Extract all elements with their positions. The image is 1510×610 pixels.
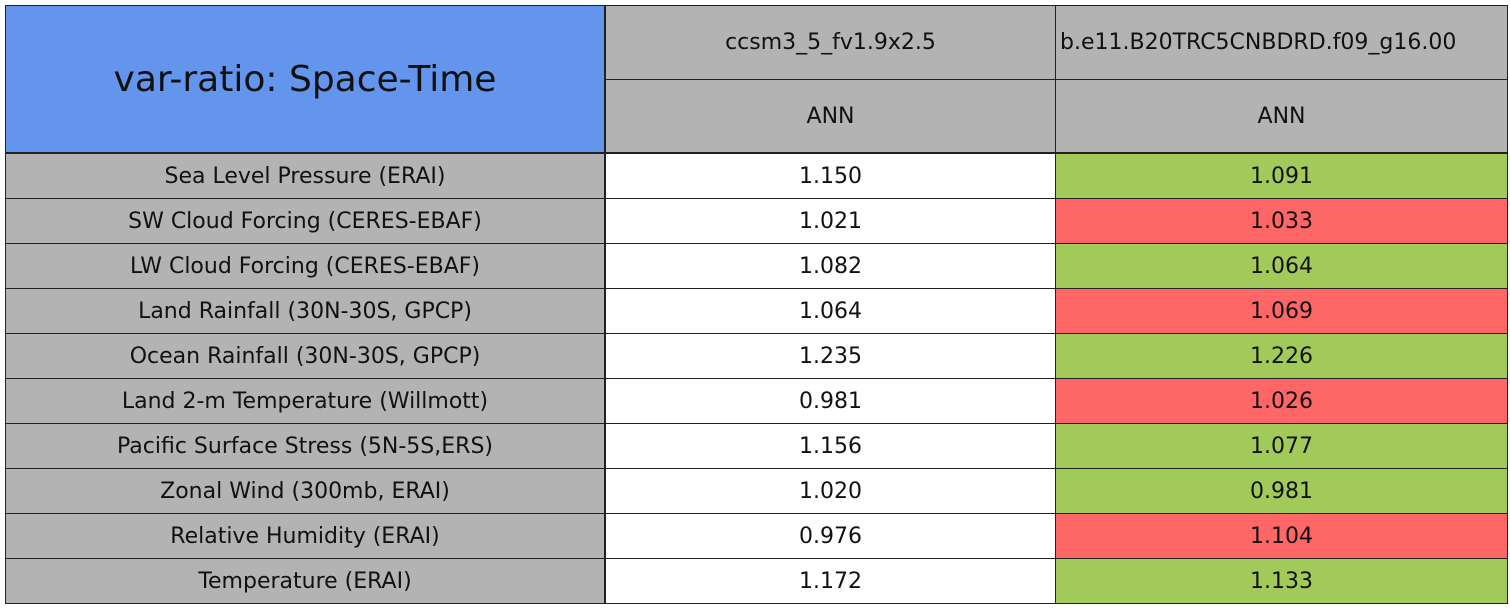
column-season: ANN	[605, 79, 1056, 153]
row-label: Sea Level Pressure (ERAI)	[5, 153, 606, 199]
metric-cell: 1.156	[605, 423, 1056, 469]
metric-cell: 1.226	[1055, 333, 1508, 379]
metric-cell: 1.064	[605, 288, 1056, 334]
metric-cell: 1.033	[1055, 198, 1508, 244]
metrics-table: var-ratio: Space-Time ccsm3_5_fv1.9x2.5 AN…	[5, 5, 1508, 604]
row-label: Land Rainfall (30N-30S, GPCP)	[5, 288, 606, 334]
metric-cell: 1.150	[605, 153, 1056, 199]
table-title: var-ratio: Space-Time	[5, 5, 606, 153]
metric-cell: 1.069	[1055, 288, 1508, 334]
metric-cell: 1.020	[605, 468, 1056, 514]
metric-cell: 0.981	[605, 378, 1056, 424]
row-label: LW Cloud Forcing (CERES-EBAF)	[5, 243, 606, 289]
metric-cell: 1.077	[1055, 423, 1508, 469]
row-label: Pacific Surface Stress (5N-5S,ERS)	[5, 423, 606, 469]
row-label: SW Cloud Forcing (CERES-EBAF)	[5, 198, 606, 244]
column-case: ccsm3_5_fv1.9x2.5	[605, 5, 1056, 80]
metric-cell: 1.082	[605, 243, 1056, 289]
column-case: b.e11.B20TRC5CNBDRD.f09_g16.00	[1055, 5, 1508, 80]
metric-cell: 1.133	[1055, 558, 1508, 604]
metric-cell: 1.172	[605, 558, 1056, 604]
column-season: ANN	[1055, 79, 1508, 153]
metric-cell: 1.021	[605, 198, 1056, 244]
metric-cell: 1.091	[1055, 153, 1508, 199]
metric-cell: 1.064	[1055, 243, 1508, 289]
row-label: Relative Humidity (ERAI)	[5, 513, 606, 559]
metric-cell: 1.235	[605, 333, 1056, 379]
row-label: Ocean Rainfall (30N-30S, GPCP)	[5, 333, 606, 379]
metric-cell: 1.026	[1055, 378, 1508, 424]
metric-cell: 0.976	[605, 513, 1056, 559]
metric-cell: 1.104	[1055, 513, 1508, 559]
row-label: Temperature (ERAI)	[5, 558, 606, 604]
row-label: Land 2-m Temperature (Willmott)	[5, 378, 606, 424]
row-label: Zonal Wind (300mb, ERAI)	[5, 468, 606, 514]
metric-cell: 0.981	[1055, 468, 1508, 514]
